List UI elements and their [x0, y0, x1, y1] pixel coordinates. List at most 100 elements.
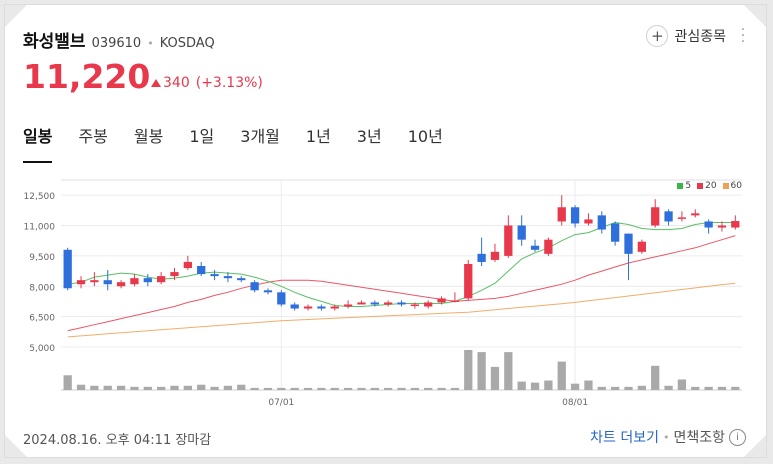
volume-bar: [557, 361, 566, 390]
candle-body: [584, 219, 593, 224]
volume-bar: [277, 387, 286, 390]
legend-item: 5: [677, 181, 691, 191]
y-tick-label: 6,500: [29, 314, 55, 324]
candle-body: [611, 223, 620, 242]
more-options-icon[interactable]: · · ·: [740, 22, 746, 50]
volume-bar: [330, 387, 339, 390]
info-icon[interactable]: i: [729, 428, 746, 446]
volume-bar: [517, 381, 526, 390]
volume-bar: [731, 386, 740, 390]
candle-body: [490, 251, 500, 260]
tab-4[interactable]: 3개월: [240, 127, 280, 146]
candle-body: [677, 217, 687, 219]
more-chart-link[interactable]: 차트 더보기: [590, 430, 659, 446]
volume-bar: [384, 387, 393, 390]
volume-bar: [343, 387, 353, 390]
y-tick-label: 8,000: [29, 283, 55, 293]
volume-bar: [116, 385, 126, 390]
volume-bar: [651, 365, 660, 390]
candle-body: [183, 261, 192, 269]
candle-body: [477, 253, 486, 262]
candle-body: [90, 280, 99, 283]
candle-body: [437, 298, 446, 303]
candle-body: [691, 213, 700, 216]
candle-body: [237, 278, 246, 281]
plus-icon: +: [646, 25, 669, 47]
volume-bar: [370, 387, 379, 390]
volume-bar: [63, 375, 72, 390]
volume-bar: [183, 385, 192, 390]
candle-body: [570, 207, 580, 224]
candle-body: [277, 292, 286, 305]
volume-bar: [237, 384, 246, 390]
tab-6[interactable]: 3년: [356, 127, 382, 146]
candle-body: [197, 266, 206, 275]
volume-bar: [450, 387, 460, 390]
candle-body: [464, 263, 473, 299]
corner-fold: [744, 5, 766, 27]
volume-bar: [704, 386, 713, 390]
y-tick-label: 9,500: [29, 253, 55, 263]
ma5-line: [67, 221, 736, 307]
current-price: 11,220: [23, 57, 151, 96]
candle-body: [504, 225, 513, 256]
timestamp: 2024.08.16. 오후 04:11 장마감: [23, 433, 212, 448]
volume-bar: [437, 387, 446, 390]
candle-body: [116, 282, 126, 287]
legend-item: 20: [697, 181, 717, 191]
candle-body: [63, 249, 72, 289]
legend-item: 60: [722, 181, 742, 191]
tab-0[interactable]: 일봉: [23, 123, 53, 163]
candle-body: [290, 304, 299, 309]
volume-bar: [490, 366, 500, 390]
add-watchlist-button[interactable]: + 관심종목: [646, 25, 726, 47]
price-change: 340 (+3.13%): [151, 75, 263, 91]
stock-market: KOSDAQ: [159, 36, 215, 51]
volume-bar: [597, 386, 606, 390]
volume-bar: [424, 387, 433, 390]
volume-bar: [677, 379, 687, 390]
legend-label: 20: [705, 181, 717, 191]
candle-body: [303, 306, 313, 309]
candle-body: [731, 221, 740, 228]
disclaimer-link[interactable]: 면책조항: [673, 430, 725, 446]
volume-bar: [611, 386, 620, 390]
volume-bar: [143, 386, 152, 390]
volume-bar: [90, 385, 99, 390]
volume-bar: [410, 387, 419, 390]
ma60-line: [67, 282, 736, 338]
stock-code: 039610: [91, 36, 142, 51]
candle-body: [651, 207, 660, 226]
volume-bar: [477, 352, 486, 390]
x-tick-label: 07/01: [268, 398, 294, 408]
candle-body: [330, 306, 339, 309]
volume-bar: [197, 384, 206, 390]
volume-bar: [157, 386, 166, 390]
stock-title: 화성밸브 039610 • KOSDAQ: [23, 27, 215, 52]
stock-name[interactable]: 화성밸브: [23, 32, 86, 52]
tab-1[interactable]: 주봉: [78, 127, 108, 146]
volume-bar: [170, 385, 179, 390]
volume-bar: [263, 387, 273, 390]
candle-body: [450, 300, 460, 302]
candle-body: [384, 302, 393, 305]
volume-bar: [357, 387, 366, 390]
tab-2[interactable]: 월봉: [133, 127, 164, 146]
stock-card: 화성밸브 039610 • KOSDAQ + 관심종목 · · · 11,220 3…: [4, 4, 767, 458]
candle-body: [637, 241, 646, 252]
candlestick-chart[interactable]: 12,500 11,000 9,500 8,000 6,500 5,000 07/01 08/…: [5, 5, 766, 457]
tab-3[interactable]: 1일: [189, 127, 215, 146]
candle-body: [357, 302, 366, 305]
candle-body: [544, 239, 553, 254]
candle-body: [263, 290, 273, 293]
period-tabs: 일봉 주봉 월봉 1일 3개월 1년 3년 10년: [23, 123, 443, 163]
volume-bar: [544, 380, 553, 390]
tab-7[interactable]: 10년: [407, 127, 443, 146]
change-percent: (+3.13%): [195, 75, 263, 91]
volume-bar: [130, 386, 139, 390]
tab-5[interactable]: 1년: [305, 127, 331, 146]
volume-bar: [303, 387, 313, 390]
candle-body: [397, 302, 406, 305]
candle-body: [370, 302, 379, 305]
volume-bar: [637, 385, 646, 390]
